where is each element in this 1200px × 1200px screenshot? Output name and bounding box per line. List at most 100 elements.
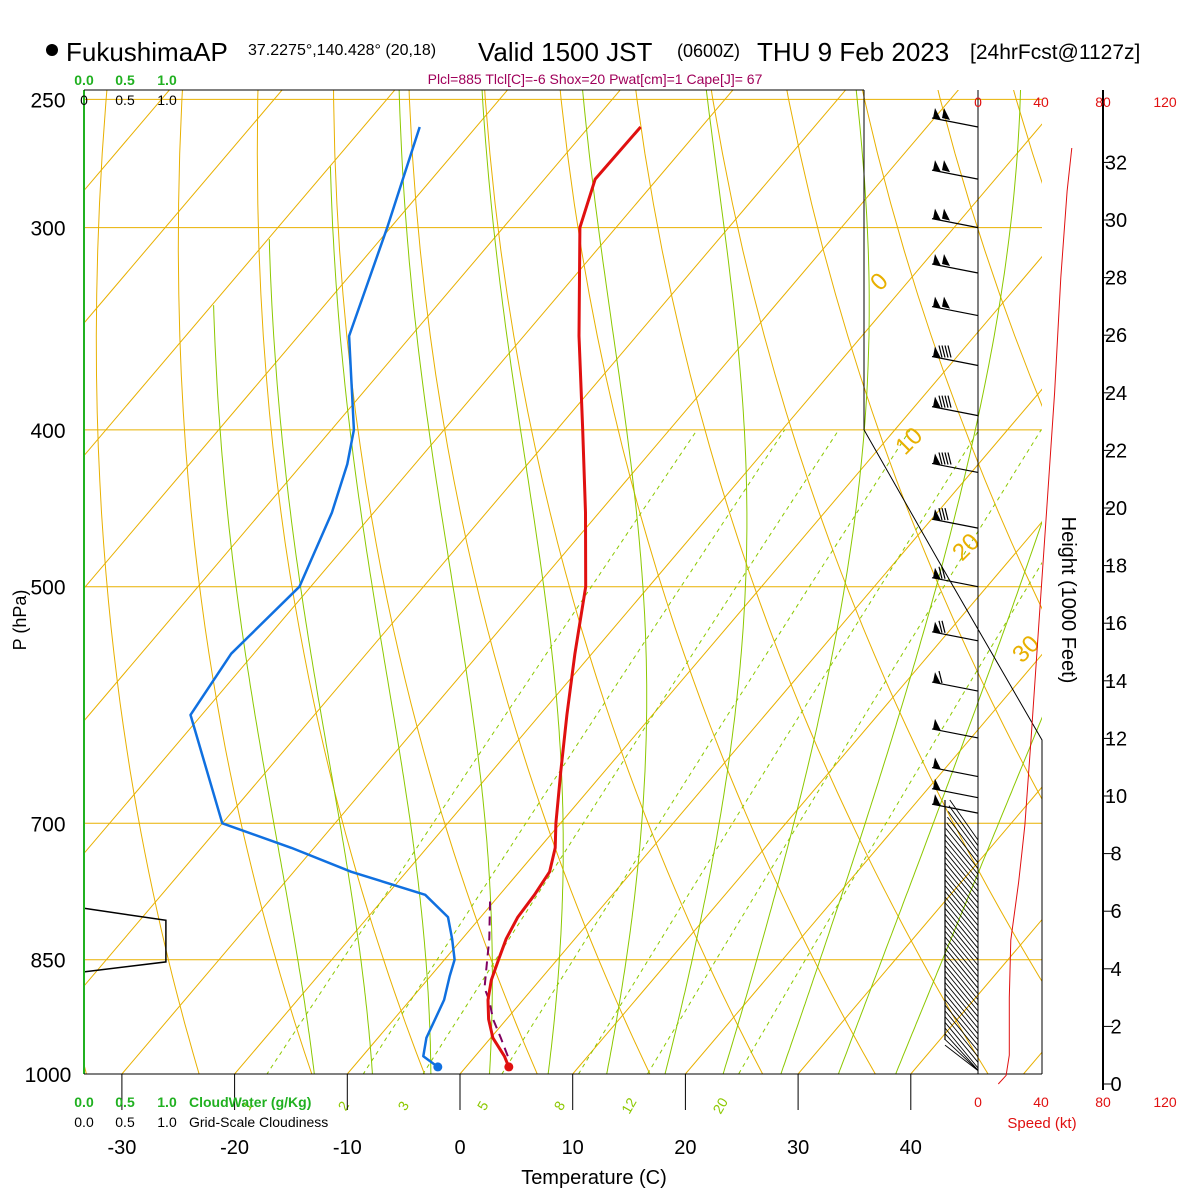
low-level-barb <box>944 1033 979 1071</box>
forecast-info: [24hrFcst@1127z] <box>970 41 1140 64</box>
mixing-ratio-line <box>422 429 840 1074</box>
low-level-barb <box>944 879 979 921</box>
isotherm <box>685 653 1042 1074</box>
height-tick-label: 16 <box>1105 613 1127 635</box>
cloud-cover <box>83 907 167 973</box>
background-grid <box>84 90 1042 1074</box>
mixing-ratio-line <box>646 429 1042 1074</box>
dry-adiabat <box>559 90 876 1074</box>
wind-barb <box>931 507 979 529</box>
station-coords: 37.2275°,140.428° (20,18) <box>248 42 436 59</box>
wind-barb <box>931 345 979 367</box>
height-tick-label: 32 <box>1105 152 1127 174</box>
barb-pennant <box>933 509 941 522</box>
speed-bottom-tick-0: 0 <box>974 1094 982 1110</box>
low-level-barb <box>949 799 979 841</box>
barb-feather <box>941 395 946 408</box>
surface-temperature-marker <box>504 1062 514 1072</box>
low-level-barb <box>944 1044 979 1071</box>
low-level-barb <box>944 936 979 978</box>
barb-pennant <box>942 254 950 266</box>
low-level-barb <box>944 845 979 886</box>
height-tick-label: 12 <box>1105 728 1127 750</box>
height-tick-label: 20 <box>1105 498 1127 520</box>
cloudiness-top-tick-1: 0.5 <box>115 92 135 108</box>
speed-bottom-tick-3: 120 <box>1153 1094 1177 1110</box>
low-level-barb <box>944 1039 979 1071</box>
y-axis-title: P (hPa) <box>10 590 30 651</box>
low-level-barb <box>944 1004 979 1046</box>
height-tick-label: 30 <box>1105 210 1127 232</box>
isotherm-label-upper: 20 <box>947 528 985 566</box>
cloudwater-bottom-tick-2: 1.0 <box>157 1094 177 1110</box>
low-level-barb <box>944 890 979 932</box>
isotherm <box>84 90 171 192</box>
dry-adiabat <box>333 90 538 1074</box>
pressure-label: 400 <box>30 420 65 443</box>
moist-adiabat <box>268 239 373 1074</box>
mixing-ratio-label: 20 <box>709 1095 731 1117</box>
speed-top-tick-3: 120 <box>1153 94 1177 110</box>
barb-feather <box>944 452 949 465</box>
mixing-ratio-line <box>738 561 1042 1074</box>
low-level-barb <box>944 982 979 1023</box>
dry-adiabat <box>635 90 989 1074</box>
low-level-barb <box>944 942 979 983</box>
mixing-ratio-label: 2 <box>335 1098 353 1113</box>
barb-feather <box>938 345 943 358</box>
speed-top-tick-1: 40 <box>1033 94 1049 110</box>
isotherm <box>572 521 1042 1074</box>
dry-adiabat <box>786 90 1042 801</box>
mixing-ratio-label: 8 <box>551 1098 569 1113</box>
dry-adiabat <box>937 90 1042 408</box>
height-axis-title: Height (1000 Feet) <box>1057 517 1079 684</box>
barb-feather <box>938 452 943 465</box>
barb-pennant <box>933 778 941 791</box>
barb-feather <box>938 670 943 684</box>
station-marker-icon <box>46 44 58 56</box>
isotherm <box>234 123 1042 1074</box>
isotherm-label-upper: 30 <box>1007 630 1045 668</box>
wind-barb <box>931 620 979 642</box>
x-tick-label: 40 <box>900 1137 922 1159</box>
height-tick-label: 4 <box>1110 959 1121 981</box>
low-level-barb <box>944 833 979 875</box>
cloudiness-profile <box>83 907 167 973</box>
low-level-barb <box>944 908 979 949</box>
barb-feather <box>941 620 946 633</box>
wind-barb <box>931 757 979 778</box>
pressure-label: 250 <box>30 89 65 112</box>
barb-pennant <box>933 567 941 580</box>
low-level-barb <box>945 828 979 869</box>
isotherm <box>84 90 734 855</box>
wind-barb <box>931 254 979 274</box>
cloudwater-bottom-tick-0: 0.0 <box>74 1094 94 1110</box>
x-tick-label: 10 <box>562 1137 584 1159</box>
barb-pennant <box>933 160 941 173</box>
barb-feather <box>947 345 952 358</box>
low-level-barb <box>944 987 979 1029</box>
speed-bottom-tick-1: 40 <box>1033 1094 1049 1110</box>
cloudwater-top-tick-2: 1.0 <box>157 72 177 88</box>
dry-adiabat <box>177 90 313 1074</box>
isotherm <box>459 388 1042 1074</box>
valid-utc: (0600Z) <box>677 41 740 61</box>
low-level-barb <box>944 1016 979 1057</box>
barb-pennant <box>933 296 941 309</box>
low-level-barb <box>944 868 979 909</box>
low-level-barb <box>944 839 979 881</box>
barb-pennant <box>933 208 941 221</box>
x-tick-label: 0 <box>454 1137 465 1159</box>
surface-dewpoint-marker <box>433 1062 443 1072</box>
pressure-label: 300 <box>30 218 65 241</box>
cloudwater-top-tick-1: 0.5 <box>115 72 135 88</box>
cloudwater-top-tick-0: 0.0 <box>74 72 94 88</box>
low-level-barb <box>944 856 979 898</box>
low-level-barb <box>944 999 979 1040</box>
height-tick-label: 14 <box>1105 671 1127 693</box>
moist-adiabat <box>780 90 1022 1074</box>
low-level-barb <box>944 976 979 1017</box>
dry-adiabat <box>256 90 426 1074</box>
cloudiness-bottom-tick-2: 1.0 <box>157 1114 177 1130</box>
low-level-barb <box>944 925 979 966</box>
